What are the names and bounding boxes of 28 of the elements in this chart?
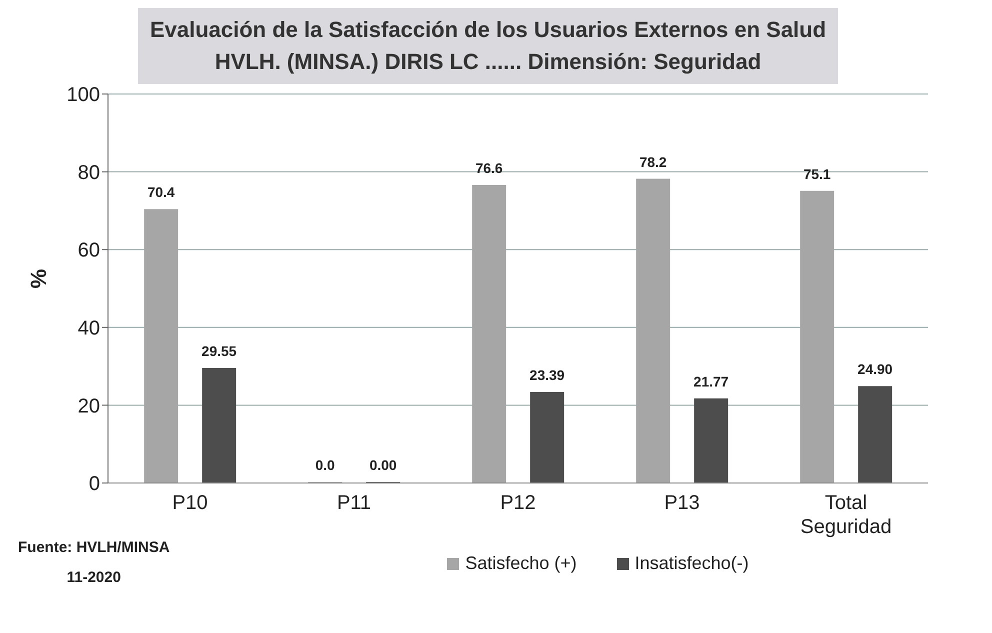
y-tick-label: 60 <box>78 240 100 262</box>
data-label: 78.2 <box>639 154 667 170</box>
x-tick-label: Total Seguridad <box>800 492 892 538</box>
x-tick-label: P11 <box>336 492 372 514</box>
data-label: 70.4 <box>147 184 175 200</box>
data-label: 0.00 <box>369 457 397 473</box>
y-tick-label: 100 <box>66 84 100 106</box>
data-label: 23.39 <box>530 367 565 384</box>
chart-subtitle: HVLH. (MINSA.) DIRIS LC ...... Dimensión: Seguridad <box>214 48 762 76</box>
data-label: 75.1 <box>803 166 831 182</box>
x-tick-label: P10 <box>172 492 208 514</box>
y-axis-title: % <box>26 268 51 288</box>
data-label: 29.55 <box>202 343 237 360</box>
text: 11-2020 <box>66 568 122 588</box>
data-label: 76.6 <box>475 160 503 176</box>
y-tick-label: 80 <box>78 162 100 184</box>
x-tick-label: P13 <box>664 492 700 514</box>
data-label: 24.90 <box>858 361 893 378</box>
data-label: 21.77 <box>694 373 729 390</box>
x-tick-label: P12 <box>500 492 536 514</box>
source-note: Fuente: HVLH/MINSA <box>18 538 170 558</box>
data-label: 0.0 <box>315 457 336 473</box>
legend-label: Insatisfecho(-) <box>634 553 749 574</box>
y-tick-label: 20 <box>78 395 100 418</box>
legend-label: Satisfecho (+) <box>464 553 577 574</box>
y-tick-label: 40 <box>78 318 100 340</box>
y-tick-label: 0 <box>88 473 100 496</box>
chart-title: Evaluación de la Satisfacción de los Usuarios Externos en Salud <box>148 16 828 44</box>
